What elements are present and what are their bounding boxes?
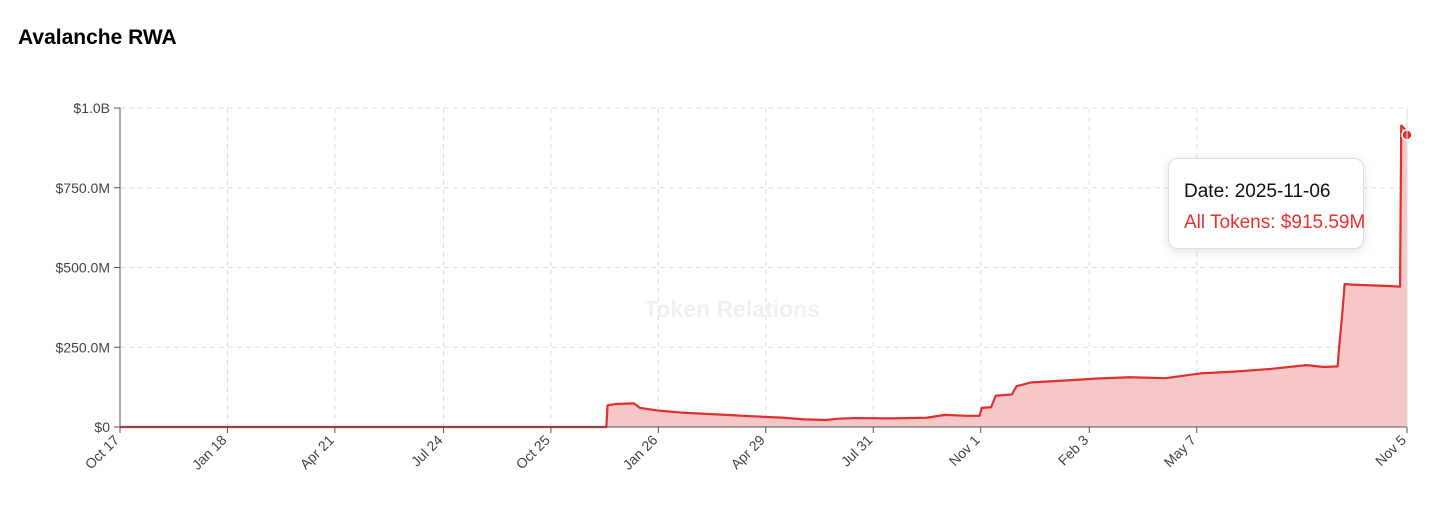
x-axis-ticks: Oct 17 Jan 18 Apr 21 Jul 24 Oct 25 Jan 26 Apr … [82,427,1409,473]
tooltip-value: All Tokens: $915.59M [1184,212,1366,233]
watermark: Token Relations [644,296,820,322]
x-tick-label: Apr 21 [297,432,338,473]
y-tick-label: $500.0M [56,260,110,276]
y-tick-label: $1.0B [73,100,110,116]
y-tick-label: $750.0M [56,180,110,196]
x-tick-label: Jul 24 [408,432,446,470]
series-area [120,125,1407,428]
x-tick-label: Oct 17 [82,432,123,473]
series-line [120,124,1409,429]
y-tick-label: $0 [94,419,110,435]
tooltip-date: Date: 2025-11-06 [1184,181,1331,202]
x-tick-label: Nov 1 [946,432,983,469]
y-tick-label: $250.0M [56,339,110,355]
x-tick-label: May 7 [1161,432,1199,470]
x-tick-label: Jan 18 [189,432,230,473]
y-axis-ticks: $0 $250.0M $500.0M $750.0M $1.0B [56,100,120,435]
x-tick-label: Apr 29 [727,432,768,473]
x-tick-label: Oct 25 [513,432,554,473]
x-tick-label: Nov 5 [1372,432,1409,469]
x-tick-label: Jan 26 [619,432,660,473]
chart-title: Avalanche RWA [18,26,177,49]
x-tick-label: Feb 3 [1055,432,1092,469]
tooltip: Date: 2025-11-06 All Tokens: $915.59M [1168,158,1366,249]
x-tick-label: Jul 31 [838,432,876,470]
